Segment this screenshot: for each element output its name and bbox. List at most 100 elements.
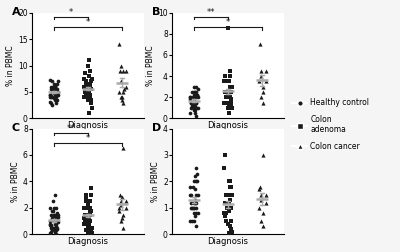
Point bbox=[54, 226, 60, 230]
Point bbox=[194, 172, 200, 176]
Point bbox=[222, 201, 228, 205]
Point bbox=[84, 95, 91, 99]
Point bbox=[48, 223, 54, 227]
Point bbox=[116, 69, 123, 73]
Point bbox=[191, 108, 197, 112]
Point bbox=[221, 166, 227, 170]
Point bbox=[51, 219, 57, 223]
Point bbox=[88, 186, 94, 190]
Point bbox=[195, 95, 201, 99]
Point bbox=[81, 85, 87, 89]
Point bbox=[51, 85, 57, 89]
Point bbox=[53, 90, 59, 94]
Point bbox=[193, 106, 200, 110]
Point bbox=[81, 95, 87, 99]
Point bbox=[50, 86, 57, 90]
Point bbox=[54, 90, 61, 94]
Point bbox=[188, 206, 194, 210]
Point bbox=[83, 215, 89, 219]
Point bbox=[222, 101, 229, 105]
Point bbox=[189, 101, 196, 105]
Point bbox=[48, 95, 54, 99]
Point bbox=[118, 64, 124, 68]
Point bbox=[192, 101, 198, 105]
Point bbox=[192, 179, 199, 183]
Point bbox=[123, 69, 130, 73]
Point bbox=[85, 223, 91, 227]
Point bbox=[123, 85, 129, 89]
Point bbox=[48, 85, 55, 89]
Text: **: ** bbox=[207, 8, 215, 17]
Point bbox=[47, 93, 54, 97]
Point bbox=[46, 219, 53, 223]
Point bbox=[49, 103, 56, 107]
Point bbox=[48, 101, 54, 105]
Point bbox=[263, 69, 270, 73]
Point bbox=[263, 193, 270, 197]
Point bbox=[88, 209, 94, 213]
Point bbox=[263, 201, 269, 205]
Point bbox=[52, 93, 59, 97]
Point bbox=[53, 212, 59, 216]
Legend: Healthy control, Colon
adenoma, Colon cancer: Healthy control, Colon adenoma, Colon ca… bbox=[292, 98, 369, 151]
Point bbox=[189, 90, 196, 94]
Point bbox=[186, 95, 193, 99]
Point bbox=[52, 230, 58, 234]
Point bbox=[226, 206, 233, 210]
Point bbox=[87, 87, 93, 91]
Point bbox=[83, 82, 90, 86]
Point bbox=[54, 79, 61, 83]
Point bbox=[54, 98, 60, 102]
Point bbox=[86, 111, 92, 115]
Point bbox=[87, 87, 94, 91]
Y-axis label: % in PBMC: % in PBMC bbox=[6, 45, 16, 86]
Point bbox=[193, 114, 200, 118]
Point bbox=[226, 231, 232, 235]
Point bbox=[86, 216, 92, 220]
Point bbox=[83, 195, 90, 199]
X-axis label: Diagnosis: Diagnosis bbox=[208, 121, 248, 130]
Point bbox=[85, 98, 91, 102]
Point bbox=[193, 211, 200, 215]
Point bbox=[88, 231, 95, 235]
Point bbox=[83, 79, 89, 83]
Point bbox=[87, 212, 93, 216]
Point bbox=[260, 101, 266, 105]
Point bbox=[88, 101, 95, 105]
Point bbox=[224, 95, 230, 99]
Point bbox=[188, 104, 195, 108]
Point bbox=[85, 64, 91, 68]
Point bbox=[52, 218, 58, 222]
Point bbox=[229, 193, 235, 197]
Point bbox=[192, 90, 198, 94]
Point bbox=[120, 146, 126, 150]
Point bbox=[193, 90, 199, 94]
Point bbox=[85, 203, 91, 207]
Text: C: C bbox=[12, 123, 20, 133]
Point bbox=[51, 227, 57, 231]
Point bbox=[187, 219, 193, 223]
Point bbox=[258, 198, 264, 202]
Point bbox=[190, 97, 197, 101]
Point bbox=[192, 108, 198, 112]
Point bbox=[47, 100, 53, 104]
Point bbox=[258, 69, 264, 73]
Point bbox=[117, 199, 124, 203]
Point bbox=[88, 101, 94, 105]
Text: *: * bbox=[86, 18, 90, 27]
Point bbox=[257, 74, 264, 78]
Point bbox=[226, 209, 232, 213]
Point bbox=[228, 230, 235, 234]
Point bbox=[48, 225, 54, 228]
Text: *: * bbox=[86, 134, 90, 143]
Point bbox=[85, 226, 91, 230]
Point bbox=[88, 106, 95, 110]
Point bbox=[193, 101, 200, 105]
Point bbox=[187, 193, 194, 197]
Point bbox=[258, 95, 264, 99]
Point bbox=[54, 87, 60, 91]
Point bbox=[83, 222, 89, 226]
Point bbox=[88, 228, 95, 232]
Point bbox=[116, 193, 123, 197]
Point bbox=[225, 26, 231, 30]
